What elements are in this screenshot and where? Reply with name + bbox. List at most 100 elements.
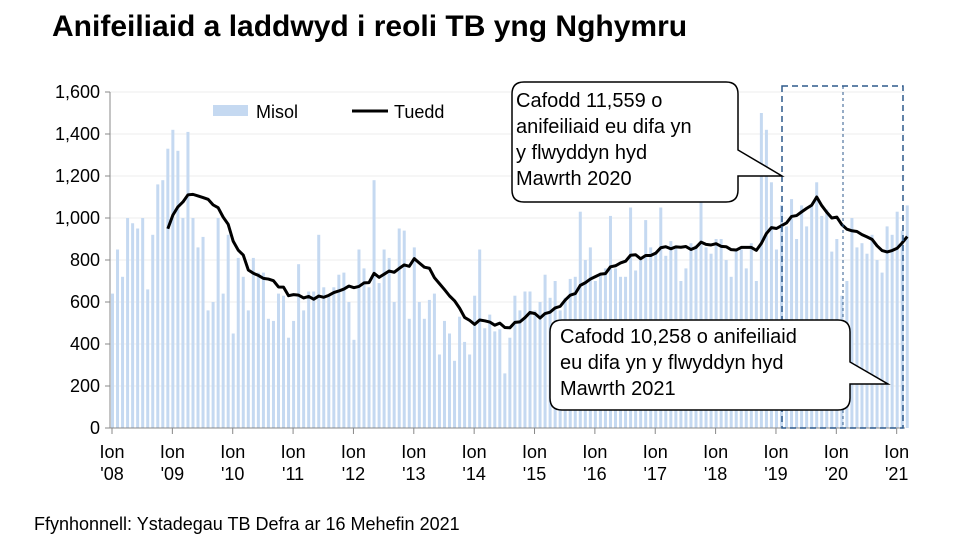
x-tick-label: Ion	[522, 442, 547, 462]
bar	[176, 150, 180, 429]
callout-top-text: Cafodd 11,559 o anifeiliaid eu difa yn y…	[516, 88, 692, 192]
bar	[256, 272, 260, 428]
x-tick-label: '19	[764, 464, 787, 484]
bar	[518, 310, 522, 428]
bar	[292, 320, 296, 428]
bar	[121, 276, 125, 428]
bar	[297, 264, 301, 428]
x-tick-label: Ion	[281, 442, 306, 462]
bar	[151, 234, 155, 428]
bar	[226, 234, 230, 428]
bar	[126, 218, 130, 428]
x-tick-label: Ion	[220, 442, 245, 462]
bar	[629, 207, 633, 428]
bar	[266, 318, 270, 428]
x-tick-label: Ion	[99, 442, 124, 462]
bar	[463, 341, 467, 428]
bar	[317, 234, 321, 428]
bar	[513, 295, 517, 428]
bar	[523, 291, 527, 428]
bar	[870, 234, 874, 428]
bar	[367, 287, 371, 428]
callout-line: Mawrth 2021	[560, 378, 676, 400]
bar	[503, 373, 507, 428]
bar	[468, 354, 472, 428]
bar	[111, 293, 114, 428]
x-tick-label: Ion	[401, 442, 426, 462]
x-tick-label: Ion	[160, 442, 185, 462]
bar	[206, 310, 210, 428]
chart-title: Anifeiliaid a laddwyd i reoli TB yng Ngh…	[52, 10, 688, 43]
bar	[236, 257, 240, 428]
bar	[387, 257, 391, 428]
bar	[855, 247, 859, 428]
bar	[352, 339, 356, 428]
bar	[322, 287, 326, 428]
bar	[282, 295, 286, 428]
bar	[483, 328, 487, 428]
bar	[412, 247, 416, 428]
x-tick-label: '15	[523, 464, 546, 484]
y-tick-label: 1,200	[55, 166, 100, 186]
x-tick-label: '13	[402, 464, 425, 484]
bar	[186, 131, 190, 428]
bar	[302, 310, 306, 428]
legend-bar-swatch	[213, 105, 248, 116]
bar	[437, 354, 441, 428]
x-tick-label: '09	[161, 464, 184, 484]
bar	[885, 226, 889, 428]
bar	[493, 331, 497, 428]
x-tick-label: '17	[644, 464, 667, 484]
bar	[895, 211, 899, 428]
y-tick-label: 600	[70, 292, 100, 312]
bar	[166, 148, 170, 428]
callout-top-bubble	[511, 81, 785, 203]
x-tick-label: '10	[221, 464, 244, 484]
y-tick-label: 200	[70, 376, 100, 396]
y-tick-label: 400	[70, 334, 100, 354]
bar	[699, 197, 703, 428]
x-tick-label: Ion	[582, 442, 607, 462]
bar	[764, 129, 768, 429]
bar	[246, 310, 250, 428]
bar	[211, 302, 215, 428]
x-tick-label: '11	[282, 464, 304, 484]
bar	[905, 205, 909, 428]
bar	[458, 316, 462, 428]
x-tick-label: Ion	[884, 442, 909, 462]
bar	[161, 180, 165, 428]
bar	[231, 333, 235, 428]
bar	[533, 310, 537, 428]
bar	[181, 218, 185, 428]
bar	[769, 182, 773, 428]
bar	[191, 218, 195, 428]
callout-line: anifeiliaid eu difa yn	[516, 116, 692, 138]
bar	[900, 230, 904, 428]
bar	[498, 329, 502, 428]
x-tick-label: '08	[100, 464, 123, 484]
bar	[196, 247, 200, 428]
bar	[875, 260, 879, 428]
bar	[432, 293, 436, 428]
x-tick-label: '18	[704, 464, 727, 484]
bar	[251, 257, 255, 428]
bar	[392, 302, 396, 428]
bar	[488, 314, 492, 428]
y-tick-label: 1,000	[55, 208, 100, 228]
source-note: Ffynhonnell: Ystadegau TB Defra ar 16 Me…	[34, 514, 460, 534]
bar	[307, 291, 311, 428]
bar	[659, 207, 663, 428]
bar	[241, 276, 245, 428]
bar	[800, 205, 804, 428]
x-tick-label: Ion	[703, 442, 728, 462]
bar	[357, 249, 361, 428]
bar	[216, 218, 220, 428]
bar	[825, 209, 829, 428]
bar	[417, 302, 421, 428]
bar	[146, 289, 150, 428]
bar	[362, 268, 366, 428]
bar	[397, 228, 401, 428]
y-tick-label: 1,400	[55, 124, 100, 144]
bar	[790, 199, 794, 428]
bar	[276, 293, 280, 428]
